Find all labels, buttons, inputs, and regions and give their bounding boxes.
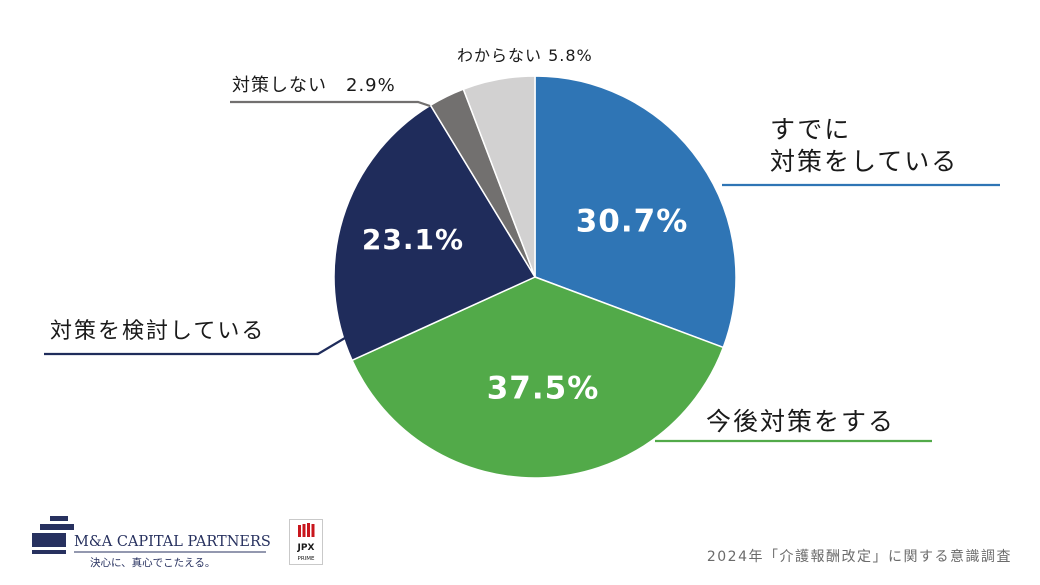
company-logo-name: M&A CAPITAL PARTNERS <box>74 534 271 550</box>
jpx-logo-text: JPX <box>297 543 315 553</box>
category-label-unknown: わからない 5.8% <box>457 46 593 65</box>
category-label-considering: 対策を検討している <box>50 319 265 344</box>
company-tagline: 決心に、真心でこたえる。 <box>90 556 215 569</box>
pie-slice-unknown <box>462 75 536 278</box>
leader-line-no <box>230 100 431 108</box>
value-label-no: 2.9% <box>346 75 396 96</box>
category-label-no: 対策しない 2.9% <box>232 75 396 96</box>
value-label-planned: 37.5% <box>487 371 600 407</box>
jpx-mark-icon <box>298 523 315 537</box>
category-label-already: すでに対策をしている <box>770 115 958 176</box>
category-label-planned: 今後対策をする <box>706 407 895 436</box>
jpx-prime-logo: JPX PRIME <box>289 519 323 565</box>
leader-line-considering <box>44 334 351 356</box>
value-labels: 30.7% 37.5% 23.1% <box>362 204 689 407</box>
category-name-unknown: わからない <box>457 46 548 65</box>
pie-slice-considering <box>333 104 537 362</box>
category-name-no: 対策しない <box>232 75 346 96</box>
pie-slices <box>333 75 737 479</box>
logo-mark-icon <box>32 516 74 554</box>
jpx-logo-sub: PRIME <box>298 556 316 562</box>
company-logo: M&A CAPITAL PARTNERS 決心に、真心でこたえる。 <box>32 516 271 569</box>
pie-slice-already <box>534 75 737 349</box>
pie-slice-planned <box>351 276 725 479</box>
leader-lines <box>44 100 1000 443</box>
value-label-already: 30.7% <box>576 204 689 240</box>
value-label-unknown: 5.8% <box>548 46 593 65</box>
source-note: 2024年「介護報酬改定」に関する意識調査 <box>706 549 1012 565</box>
value-label-considering: 23.1% <box>362 223 464 256</box>
